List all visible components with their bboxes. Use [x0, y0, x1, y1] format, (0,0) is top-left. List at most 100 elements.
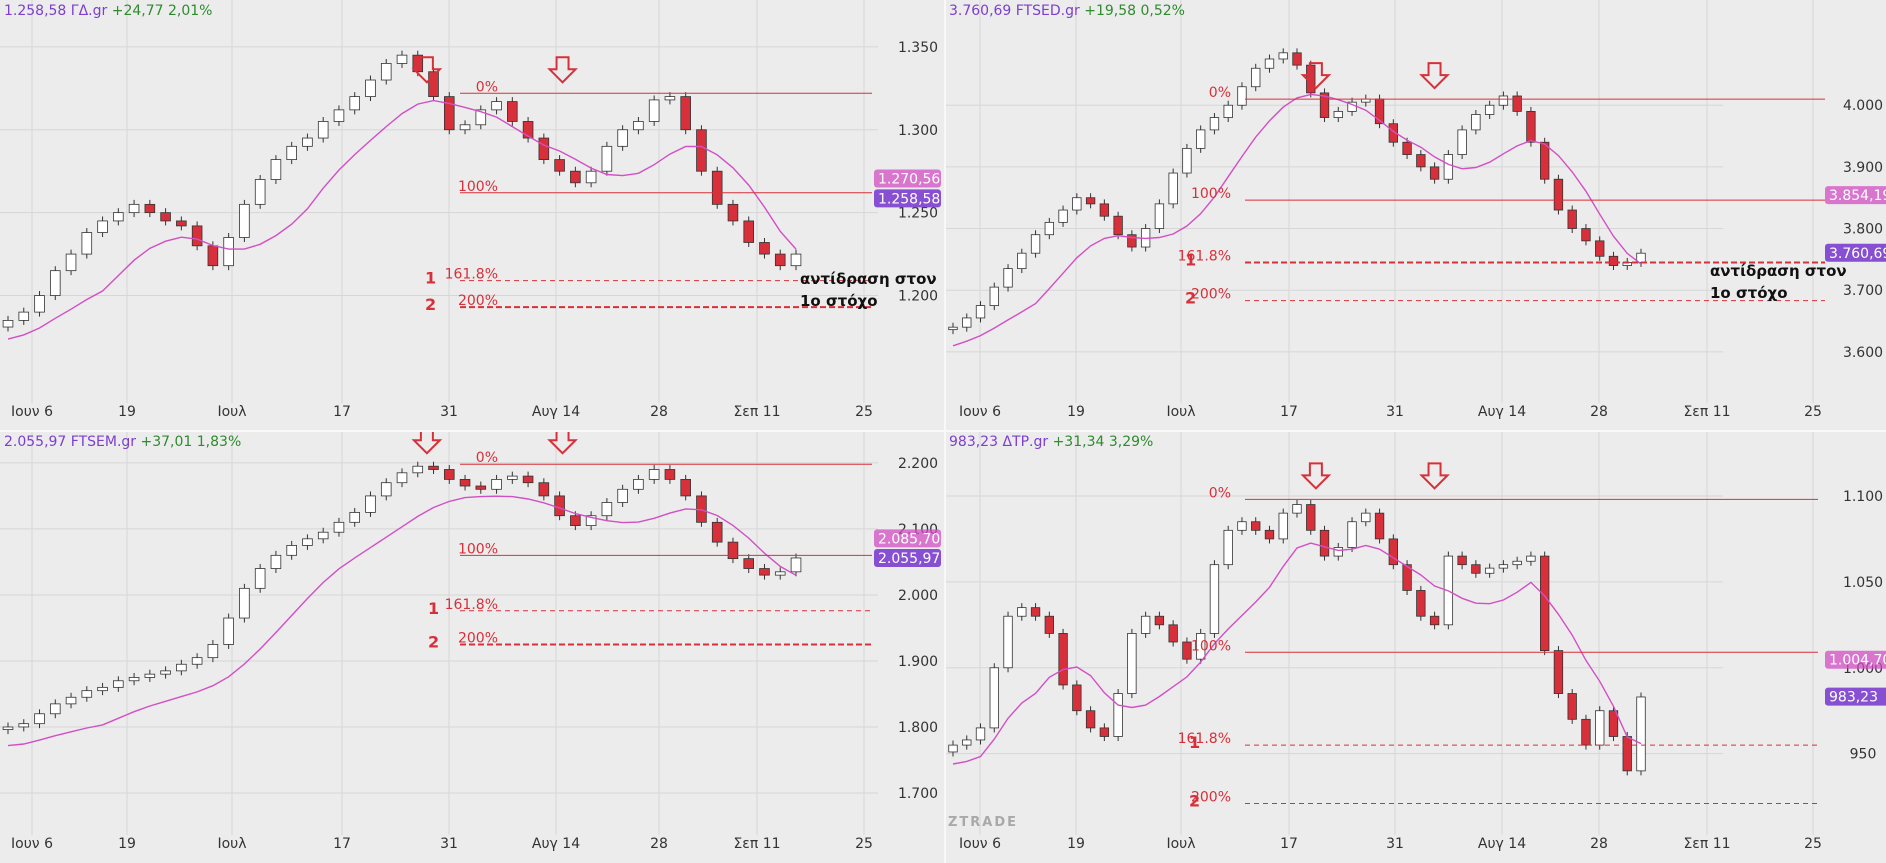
- candle: [207, 245, 219, 267]
- candle: [962, 317, 972, 328]
- x-tick-label: Ιουν 6: [11, 404, 53, 420]
- candle: [554, 495, 565, 517]
- candle: [1388, 538, 1398, 566]
- candle: [443, 96, 455, 131]
- x-tick-label: 28: [650, 404, 668, 420]
- candlestick-chart-ftsed[interactable]: 0% 100% 161.8%1 200%2 4.000 3.900 3.800 3.700 3.…: [945, 0, 1886, 431]
- candle: [49, 270, 61, 296]
- candle: [1443, 154, 1454, 180]
- candlestick-chart-dtr[interactable]: 0%100%161.8%1200%21.1001.0501.0009501.00…: [945, 431, 1886, 863]
- candlestick-chart-ftsem[interactable]: 0%100%161.8%1200%22.2002.1002.0001.9001.…: [0, 431, 945, 863]
- y-tick-label: 1.300: [898, 123, 938, 139]
- candle: [1264, 529, 1275, 540]
- candle: [65, 696, 77, 705]
- moving-average-line: [952, 542, 1642, 765]
- fib-level-label: 100%: [458, 541, 498, 557]
- candle: [1085, 710, 1096, 729]
- x-tick-label: 25: [855, 836, 873, 852]
- fib-level-label: 161.8%: [445, 267, 498, 283]
- candle: [380, 63, 392, 81]
- x-tick-label: Σεπ 11: [733, 404, 780, 420]
- candle: [538, 137, 550, 160]
- chart-panel-gd[interactable]: 0% 100% 161.8% 1 200% 2 1.350 1.300 1.250 1.200 1.…: [0, 0, 945, 431]
- price-tag-label: 3.760,69: [1829, 246, 1886, 262]
- candle: [223, 237, 234, 267]
- candle: [1429, 615, 1440, 626]
- chart-header: 3.760,69 FTSED.gr +19,58 0,52%: [949, 3, 1185, 19]
- candle: [585, 515, 597, 527]
- x-tick-label: 31: [440, 836, 458, 852]
- candlestick-chart-gd[interactable]: 0% 100% 161.8% 1 200% 2 1.350 1.300 1.250 1.200 1.…: [0, 0, 945, 431]
- candle: [743, 558, 755, 569]
- candle: [570, 170, 581, 184]
- candle: [1319, 92, 1330, 118]
- fib-level-label: 0%: [1209, 485, 1231, 501]
- candle: [1099, 727, 1110, 737]
- candle: [1127, 633, 1137, 694]
- candle: [554, 159, 565, 172]
- chart-header: 1.258,58 ΓΔ.gr +24,77 2,01%: [4, 3, 212, 19]
- chart-header: 2.055,97 FTSEM.gr +37,01 1,83%: [4, 434, 241, 450]
- x-tick-label: 25: [1804, 404, 1822, 420]
- chart-panel-ftsed[interactable]: 0% 100% 161.8% 1 200% 2 4.000 3.900 3.800 3.700 3.…: [945, 0, 1886, 431]
- candle: [1416, 154, 1426, 168]
- header-value: 2.055,97: [4, 434, 67, 450]
- fib-level-label: 161.8%: [1178, 731, 1231, 747]
- candle: [1278, 52, 1288, 60]
- chart-panel-dtr[interactable]: 0% 100% 161.8% 1 200% 2 1.100 1.050 1.000 950 1.00…: [945, 431, 1886, 863]
- candle: [1484, 567, 1495, 574]
- candle: [1595, 710, 1605, 746]
- chart-panel-ftsem[interactable]: 0%100%161.8%1200%22.2002.1002.0001.9001.…: [0, 431, 945, 863]
- candle: [1058, 209, 1068, 223]
- y-tick-label: 1.350: [898, 40, 938, 56]
- candle: [365, 495, 376, 513]
- y-tick-label: 3.700: [1843, 283, 1883, 299]
- x-tick-label: Σεπ 11: [1683, 404, 1730, 420]
- candle: [317, 121, 329, 139]
- candle: [617, 488, 628, 503]
- x-tick-label: 25: [1804, 836, 1822, 852]
- candle: [1402, 564, 1412, 591]
- candle: [633, 121, 644, 131]
- candle: [223, 617, 234, 645]
- candle: [585, 170, 597, 184]
- candle: [1196, 129, 1206, 149]
- fib-level-label: 0%: [1209, 85, 1231, 101]
- candle: [1251, 67, 1261, 88]
- candle: [18, 311, 30, 321]
- annotation-text: αντίδραση στον: [800, 270, 937, 288]
- candle: [538, 482, 550, 497]
- candle: [522, 475, 534, 484]
- candle: [696, 129, 707, 172]
- y-tick-label: 1.100: [1843, 489, 1883, 505]
- candle: [1526, 555, 1536, 562]
- candle: [601, 502, 613, 517]
- candle: [176, 663, 187, 672]
- candle: [522, 121, 534, 139]
- candle: [1003, 268, 1013, 288]
- candle: [1471, 564, 1481, 574]
- moving-average-line: [952, 93, 1642, 347]
- candle: [711, 521, 723, 543]
- x-tick-label: Αυγ 14: [1478, 404, 1526, 420]
- candle: [113, 212, 124, 222]
- candle: [365, 79, 376, 98]
- x-tick-label: Ιουλ: [1166, 404, 1195, 420]
- price-tag: [1825, 650, 1886, 669]
- candle: [128, 203, 140, 214]
- x-tick-label: Ιουλ: [217, 836, 246, 852]
- candle: [1388, 123, 1398, 143]
- price-tag: [1825, 186, 1886, 205]
- candle: [491, 479, 502, 490]
- fib-level-label: 100%: [1191, 638, 1231, 654]
- header-change: +24,77 2,01%: [111, 3, 213, 19]
- x-tick-label: 17: [333, 836, 351, 852]
- x-tick-label: Σεπ 11: [733, 836, 780, 852]
- price-tag: [874, 529, 941, 548]
- candle: [1099, 203, 1110, 217]
- fib-level-label: 200%: [1191, 790, 1231, 806]
- x-tick-label: 17: [1280, 404, 1298, 420]
- down-arrow-icon: [411, 56, 443, 84]
- x-tick-label: Ιουν 6: [11, 836, 53, 852]
- candle: [1540, 141, 1550, 180]
